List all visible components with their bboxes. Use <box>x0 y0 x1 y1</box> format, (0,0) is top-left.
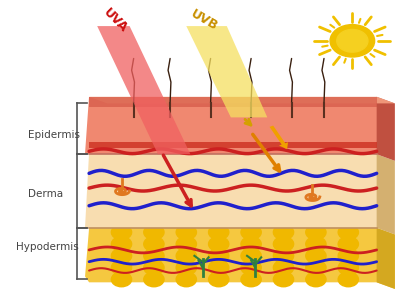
Polygon shape <box>377 228 395 289</box>
Circle shape <box>273 225 294 240</box>
Circle shape <box>306 237 326 251</box>
FancyArrow shape <box>270 126 288 149</box>
Circle shape <box>338 260 358 275</box>
Text: Hypodermis: Hypodermis <box>16 242 79 252</box>
Circle shape <box>144 237 164 251</box>
Polygon shape <box>85 97 377 154</box>
Circle shape <box>176 248 196 263</box>
Circle shape <box>176 260 196 275</box>
Circle shape <box>209 237 229 251</box>
Circle shape <box>209 225 229 240</box>
Polygon shape <box>89 97 377 107</box>
Text: Epidermis: Epidermis <box>28 130 80 140</box>
Circle shape <box>111 225 132 240</box>
Circle shape <box>306 248 326 263</box>
Circle shape <box>338 237 358 251</box>
Circle shape <box>338 272 358 287</box>
Circle shape <box>306 272 326 287</box>
Text: Derma: Derma <box>28 189 64 199</box>
Circle shape <box>144 248 164 263</box>
Circle shape <box>209 260 229 275</box>
Text: UVB: UVB <box>189 8 220 34</box>
Circle shape <box>273 260 294 275</box>
Polygon shape <box>89 97 395 104</box>
Circle shape <box>273 272 294 287</box>
Circle shape <box>337 29 368 52</box>
Circle shape <box>111 260 132 275</box>
Circle shape <box>273 237 294 251</box>
Circle shape <box>111 248 132 263</box>
Polygon shape <box>89 142 377 148</box>
Circle shape <box>306 260 326 275</box>
Circle shape <box>241 260 261 275</box>
Circle shape <box>241 225 261 240</box>
Circle shape <box>209 248 229 263</box>
Circle shape <box>338 248 358 263</box>
Polygon shape <box>97 26 190 154</box>
Circle shape <box>144 272 164 287</box>
Polygon shape <box>85 154 377 228</box>
Text: UVA: UVA <box>101 6 130 35</box>
Circle shape <box>330 25 375 57</box>
Polygon shape <box>186 26 267 117</box>
Circle shape <box>241 248 261 263</box>
Circle shape <box>306 225 326 240</box>
Circle shape <box>144 225 164 240</box>
Circle shape <box>209 272 229 287</box>
Circle shape <box>241 272 261 287</box>
Polygon shape <box>377 97 395 161</box>
Circle shape <box>176 272 196 287</box>
Circle shape <box>111 237 132 251</box>
Circle shape <box>241 237 261 251</box>
Circle shape <box>273 248 294 263</box>
Polygon shape <box>377 154 395 235</box>
Circle shape <box>176 237 196 251</box>
Circle shape <box>111 272 132 287</box>
Polygon shape <box>85 228 395 289</box>
Circle shape <box>176 225 196 240</box>
Circle shape <box>338 225 358 240</box>
Circle shape <box>144 260 164 275</box>
